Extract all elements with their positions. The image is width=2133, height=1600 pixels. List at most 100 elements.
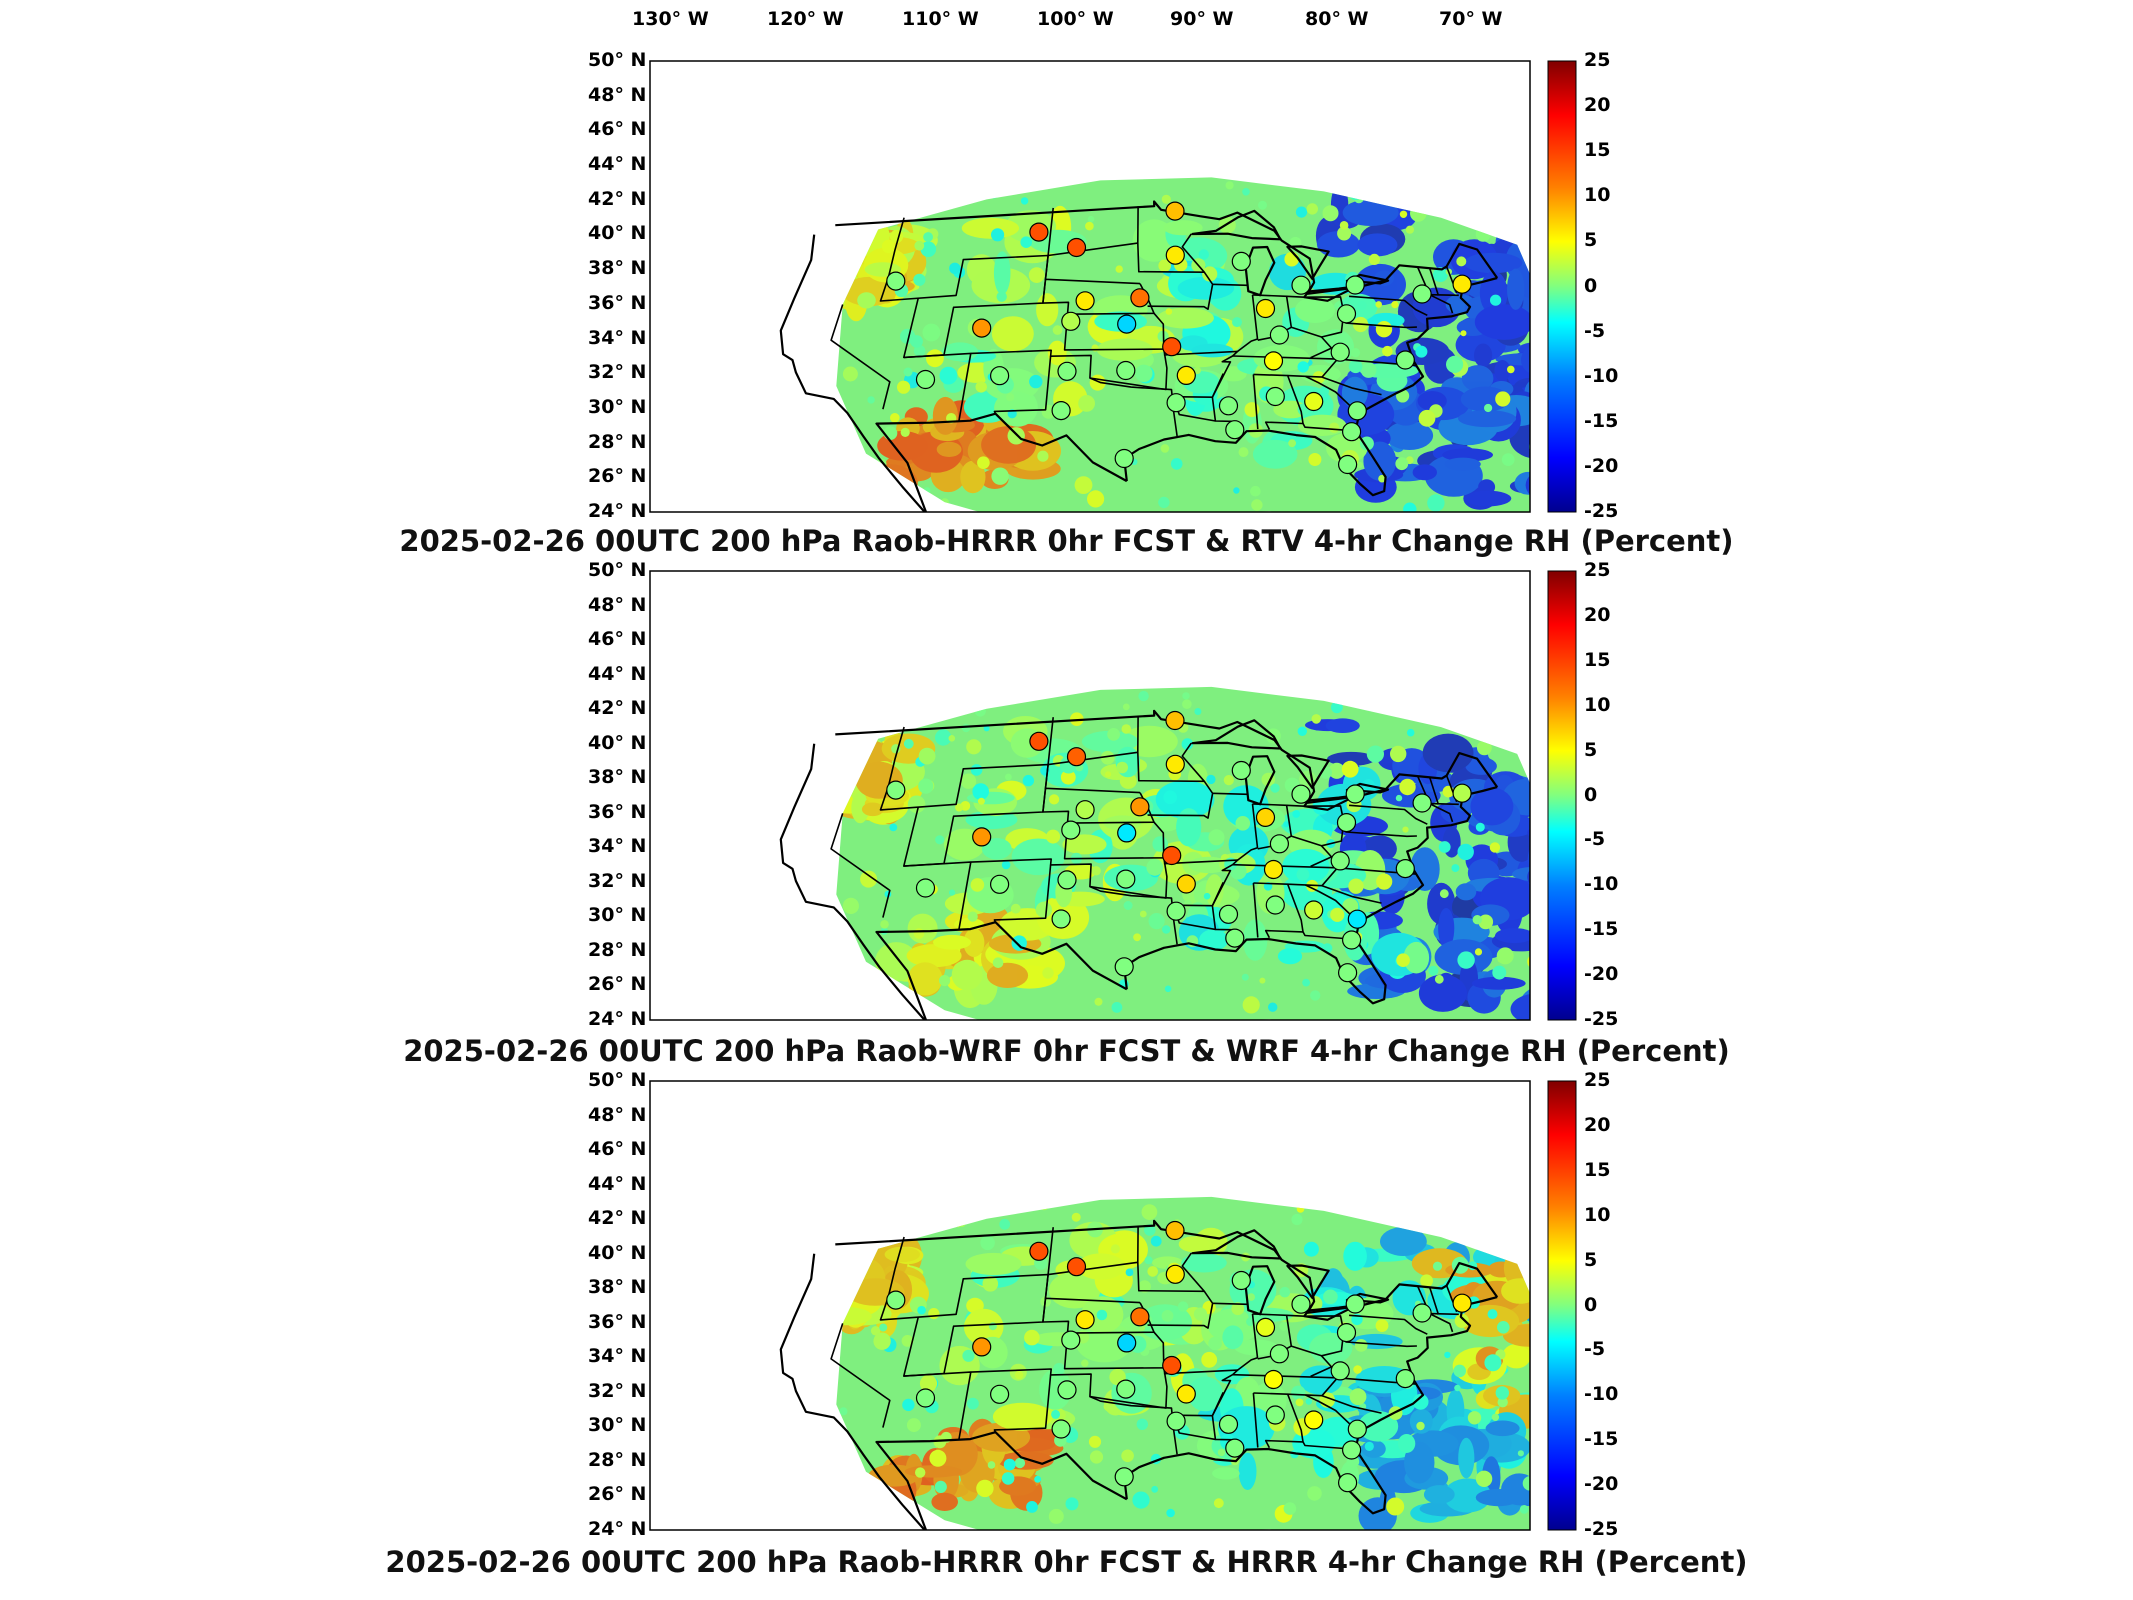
colorbar-tick-label: 10	[1584, 693, 1611, 716]
field-patch	[1199, 929, 1229, 951]
field-patch	[884, 1246, 920, 1263]
colorbar	[1547, 570, 1577, 1021]
field-speck	[1507, 365, 1515, 374]
field-speck	[1395, 457, 1409, 471]
latitude-label: 50° N	[588, 559, 647, 581]
field-speck	[1202, 266, 1218, 282]
field-speck	[1491, 1413, 1500, 1422]
state-boundary	[1047, 206, 1139, 257]
raob-station-marker	[1162, 337, 1182, 357]
field-patch	[1458, 1437, 1475, 1479]
raob-station-marker	[1114, 957, 1134, 977]
colorbar-tick-label: -20	[1584, 454, 1619, 477]
latitude-label: 36° N	[588, 291, 647, 314]
field-patch	[1423, 1485, 1455, 1504]
pacific-coastline	[779, 234, 927, 512]
latitude-label: 30° N	[588, 904, 647, 927]
field-patch	[963, 1308, 1004, 1345]
field-patch	[1176, 808, 1202, 847]
field-speck	[935, 835, 945, 845]
field-patch	[1357, 233, 1398, 257]
field-speck	[1284, 251, 1299, 267]
raob-station-marker	[972, 318, 992, 338]
raob-station-marker	[1330, 342, 1350, 362]
field-speck	[1074, 476, 1093, 494]
colorbar-tick-label: -25	[1584, 1518, 1619, 1540]
field-speck	[1529, 438, 1530, 456]
raob-station-marker	[972, 827, 992, 847]
field-speck	[860, 870, 878, 888]
field-patch	[1039, 1369, 1072, 1410]
field-patch	[1460, 1304, 1520, 1338]
field-speck	[1475, 1470, 1493, 1488]
raob-station-marker	[1265, 386, 1285, 407]
state-boundary	[903, 297, 972, 422]
colorbar-tick-label: 20	[1584, 1113, 1611, 1136]
latitude-label: 42° N	[588, 1207, 647, 1230]
latitude-label: 38° N	[588, 766, 647, 789]
raob-station-marker	[1130, 1307, 1150, 1327]
field-patch	[1047, 340, 1067, 366]
field-speck	[1208, 1336, 1222, 1351]
field-speck	[1022, 774, 1035, 787]
raob-station-marker	[1263, 1369, 1284, 1390]
field-speck	[1001, 860, 1011, 870]
raob-station-marker	[1304, 391, 1324, 412]
map-panel-2	[649, 570, 1577, 1021]
panel-title: 2025-02-26 00UTC 200 hPa Raob-WRF 0hr FC…	[403, 1034, 1730, 1068]
field-patch	[960, 460, 986, 494]
field-speck	[1279, 1321, 1289, 1331]
field-patch	[1187, 1376, 1223, 1412]
field-speck	[1308, 453, 1322, 466]
field-speck	[1110, 1244, 1120, 1254]
longitude-label: 120° W	[767, 8, 844, 30]
field-speck	[1206, 774, 1216, 785]
raob-station-marker	[1075, 800, 1095, 820]
raob-station-marker	[1452, 1293, 1472, 1313]
raob-station-marker	[1117, 1333, 1137, 1353]
field-speck	[881, 239, 896, 254]
state-boundary	[830, 1323, 891, 1428]
colorbar-tick-label: -20	[1584, 1473, 1619, 1496]
field-speck	[928, 1308, 940, 1320]
state-boundary	[1310, 336, 1333, 359]
raob-station-marker	[1265, 895, 1285, 915]
field-speck	[1182, 692, 1190, 700]
raob-station-marker	[1165, 245, 1185, 265]
colorbar-tick-label: 5	[1584, 1248, 1598, 1271]
field-speck	[1484, 403, 1493, 413]
field-patch	[1461, 365, 1494, 392]
raob-station-marker	[1347, 1419, 1367, 1439]
field-speck	[1268, 1002, 1278, 1012]
field-speck	[1146, 858, 1164, 876]
raob-station-marker	[1130, 288, 1150, 308]
field-speck	[987, 1461, 996, 1469]
field-speck	[1037, 450, 1049, 462]
field-speck	[1497, 1321, 1510, 1334]
field-speck	[1356, 461, 1363, 468]
latitude-label: 34° N	[588, 326, 647, 349]
field-patch	[991, 316, 1034, 352]
field-patch	[941, 342, 979, 362]
field-speck	[914, 240, 925, 251]
field-speck	[934, 1480, 947, 1493]
field-speck	[1148, 913, 1165, 930]
field-speck	[1193, 366, 1202, 375]
state-boundary	[1305, 884, 1359, 923]
field-speck	[1081, 1359, 1089, 1367]
state-boundary	[1237, 1313, 1259, 1371]
field-patch	[857, 292, 876, 309]
field-speck	[1291, 1213, 1303, 1226]
field-patch	[1178, 1236, 1210, 1253]
field-speck	[1295, 1398, 1304, 1407]
field-speck	[1258, 200, 1267, 210]
field-patch	[1120, 725, 1178, 758]
field-speck	[1297, 361, 1309, 373]
field-speck	[1460, 330, 1467, 337]
field-speck	[939, 975, 951, 987]
field-patch	[1358, 1411, 1399, 1442]
field-speck	[922, 323, 941, 342]
latitude-label: 46° N	[588, 628, 647, 651]
field-speck	[1049, 794, 1060, 805]
